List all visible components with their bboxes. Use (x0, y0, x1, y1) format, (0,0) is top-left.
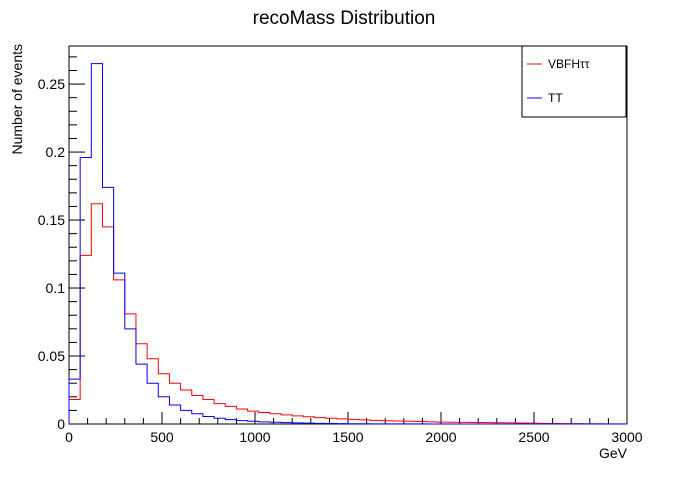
y-tick-label: 0.15 (38, 212, 65, 228)
plot-area: 0 500 1000 1500 2000 2500 3000 0 0.05 0.1 0.15 0.2 0… (38, 45, 643, 445)
x-tick-label: 1000 (239, 429, 270, 445)
legend-box (521, 45, 627, 118)
y-tick-label: 0.05 (38, 348, 65, 364)
x-tick-label: 2500 (518, 429, 549, 445)
y-tick-label: 0 (57, 416, 65, 432)
y-tick-label: 0.1 (46, 280, 66, 296)
x-tick-label: 2000 (425, 429, 456, 445)
y-tick-label: 0.25 (38, 76, 65, 92)
legend-label: TT (548, 91, 563, 105)
x-tick-label: 3000 (611, 429, 642, 445)
x-axis-label: GeV (599, 445, 628, 461)
histogram-series-1 (68, 203, 628, 425)
legend-label: VBFHττ (548, 57, 590, 71)
y-axis-label: Number of events (9, 44, 25, 155)
x-tick-label: 0 (65, 429, 73, 445)
histogram-series-2 (68, 63, 627, 425)
x-tick-label: 1500 (332, 429, 363, 445)
y-tick-label: 0.2 (46, 144, 66, 160)
x-tick-label: 500 (150, 429, 174, 445)
chart-title: recoMass Distribution (253, 8, 436, 29)
